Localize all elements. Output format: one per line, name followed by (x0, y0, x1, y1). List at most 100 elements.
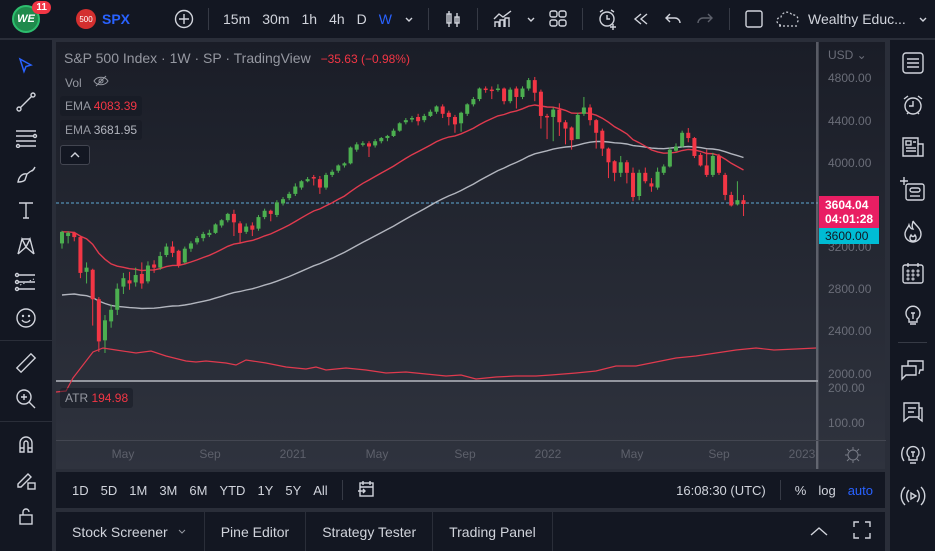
layout-grid-icon[interactable] (542, 4, 574, 34)
time-label: Sep (708, 447, 730, 461)
tab-strategy-tester[interactable]: Strategy Tester (306, 512, 434, 551)
tab-pine-editor[interactable]: Pine Editor (205, 512, 307, 551)
layout-chevron-icon[interactable] (912, 4, 934, 34)
interval-4h[interactable]: 4h (329, 11, 345, 27)
interval-1w[interactable]: W (378, 11, 392, 27)
chats-icon[interactable] (890, 349, 935, 391)
atr-indicator[interactable]: ATR 194.98 (60, 388, 134, 408)
ruler-icon[interactable] (0, 345, 52, 381)
cloud-layout-icon[interactable] (770, 4, 808, 34)
range-6m[interactable]: 6M (189, 482, 208, 498)
interval-30m[interactable]: 30m (262, 11, 290, 27)
range-1d[interactable]: 1D (72, 482, 89, 498)
interval-1d[interactable]: D (356, 11, 367, 27)
fib-levels-icon[interactable] (0, 120, 52, 156)
range-1m[interactable]: 1M (129, 482, 148, 498)
log-scale-toggle[interactable]: log (818, 482, 836, 498)
lock-icon[interactable] (0, 498, 52, 534)
magnet-icon[interactable] (0, 426, 52, 462)
maximize-panel-icon[interactable] (839, 521, 885, 542)
text-tool-icon[interactable] (0, 192, 52, 228)
atr-axis-label: 200.00 (828, 381, 865, 395)
news-icon[interactable] (890, 126, 935, 168)
calendar-icon[interactable] (890, 252, 935, 294)
undo-icon[interactable] (657, 4, 689, 34)
chevron-up-icon (70, 152, 80, 158)
logo-text: WE (17, 13, 35, 25)
eye-hidden-icon[interactable] (93, 75, 109, 90)
auto-scale-toggle[interactable]: auto (847, 482, 873, 498)
prediction-tool-icon[interactable] (0, 264, 52, 300)
symbol-search[interactable]: SPX (102, 11, 131, 27)
range-1y[interactable]: 1Y (257, 482, 274, 498)
user-avatar[interactable]: WE 11 (12, 1, 51, 33)
chart-settings-gear-icon[interactable] (819, 440, 886, 469)
symbol-badge: 500 (76, 9, 96, 29)
date-range-bar: 1D 5D 1M 3M 6M YTD 1Y 5Y All 16:08:30 (U… (56, 472, 885, 508)
indicators-icon[interactable] (486, 4, 520, 34)
range-5y[interactable]: 5Y (285, 482, 302, 498)
tab-stock-screener[interactable]: Stock Screener (56, 512, 205, 551)
time-label: May (365, 447, 389, 461)
chart-legend: S&P 500 Index · 1W · SP · TradingView −3… (64, 50, 410, 66)
replay-icon[interactable] (625, 4, 657, 34)
price-label: 4400.00 (828, 114, 872, 128)
time-label: Sep (199, 447, 221, 461)
alerts-clock-icon[interactable] (890, 84, 935, 126)
ideas-lightbulb-icon[interactable] (890, 294, 935, 336)
streams-play-icon[interactable] (890, 475, 935, 517)
time-label: 2022 (534, 447, 562, 461)
time-label: 2023 (788, 447, 816, 461)
price-chart-canvas[interactable] (56, 42, 818, 469)
collapse-legend-button[interactable] (60, 145, 90, 165)
range-ytd[interactable]: YTD (219, 482, 246, 498)
volume-indicator[interactable]: Vol (60, 72, 114, 93)
ema-slow-indicator[interactable]: EMA 3681.95 (60, 120, 143, 140)
time-label: May (620, 447, 644, 461)
interval-dropdown-chevron-icon[interactable] (398, 4, 420, 34)
tab-trading-panel[interactable]: Trading Panel (433, 512, 553, 551)
chart-pane[interactable]: S&P 500 Index · 1W · SP · TradingView −3… (56, 42, 886, 469)
pattern-tool-icon[interactable] (0, 228, 52, 264)
zoom-in-icon[interactable] (0, 381, 52, 417)
indicators-chevron-icon[interactable] (520, 4, 542, 34)
price-change: −35.63 (−0.98%) (320, 52, 410, 66)
chat-message-icon[interactable] (890, 391, 935, 433)
price-label: 4800.00 (828, 71, 872, 85)
cursor-icon[interactable] (0, 48, 52, 84)
interval-15m[interactable]: 15m (223, 11, 251, 27)
expand-panel-chevron-icon[interactable] (799, 524, 839, 540)
watchlist-icon[interactable] (890, 42, 935, 84)
last-price-tag: 3604.04 04:01:28 (819, 196, 879, 228)
time-label: Sep (454, 447, 476, 461)
brush-icon[interactable] (0, 156, 52, 192)
layout-name[interactable]: Wealthy Educ... (807, 11, 906, 27)
time-axis[interactable]: May Sep 2021 May Sep 2022 May Sep 2023 (56, 440, 818, 469)
streams-lightbulb-icon[interactable] (890, 433, 935, 475)
ema-label: EMA (65, 99, 91, 113)
goto-date-icon[interactable] (351, 480, 381, 501)
currency-selector[interactable]: USD ⌄ (828, 48, 867, 62)
ema-slow-value: 3681.95 (93, 123, 138, 137)
ema-fast-indicator[interactable]: EMA 4083.39 (60, 96, 143, 116)
trend-line-icon[interactable] (0, 84, 52, 120)
candles-style-icon[interactable] (437, 4, 469, 34)
emoji-icon[interactable] (0, 300, 52, 336)
alert-add-icon[interactable] (591, 4, 625, 34)
interval-1h[interactable]: 1h (301, 11, 318, 27)
range-all[interactable]: All (313, 482, 328, 498)
compare-add-icon[interactable] (168, 4, 200, 34)
add-data-window-icon[interactable] (890, 168, 935, 210)
chevron-down-icon (178, 529, 186, 534)
fullscreen-square-icon[interactable] (738, 4, 770, 34)
hotlists-flame-icon[interactable] (890, 210, 935, 252)
percent-scale-toggle[interactable]: % (794, 482, 807, 498)
price-axis[interactable]: USD ⌄ 4800.00 4400.00 4000.00 3200.00 28… (818, 42, 886, 469)
range-3m[interactable]: 3M (159, 482, 178, 498)
price-label: 2400.00 (828, 324, 872, 338)
range-5d[interactable]: 5D (100, 482, 118, 498)
utc-clock[interactable]: 16:08:30 (UTC) (676, 482, 766, 498)
redo-icon[interactable] (689, 4, 721, 34)
top-toolbar: WE 11 500 SPX 15m 30m 1h 4h D W Wealthy … (0, 0, 935, 38)
lock-drawings-icon[interactable] (0, 462, 52, 498)
